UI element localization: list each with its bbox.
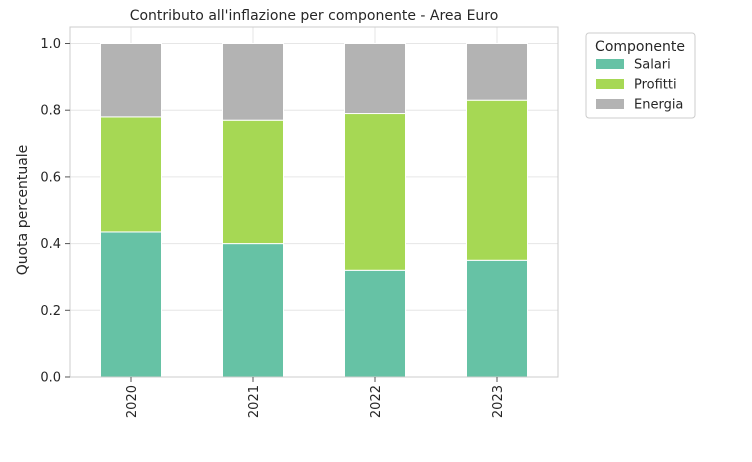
x-tick-label: 2023 — [491, 385, 506, 418]
legend-label-salari: Salari — [634, 58, 671, 73]
legend-swatch-salari — [596, 59, 624, 69]
y-ticks: 0.0 0.2 0.4 0.6 0.8 1.0 — [40, 37, 70, 386]
x-tick-label: 2021 — [247, 385, 262, 418]
y-tick-label: 0.2 — [40, 304, 61, 319]
chart-title: Contributo all'inflazione per componente… — [130, 8, 499, 24]
x-ticks: 2020 2021 2022 2023 — [125, 377, 506, 418]
y-tick-label: 0.0 — [40, 371, 61, 386]
legend-title: Componente — [595, 39, 685, 55]
y-tick-label: 1.0 — [40, 37, 61, 52]
legend-label-profitti: Profitti — [634, 78, 677, 93]
bar-energia-2022 — [344, 43, 406, 115]
y-axis-label: Quota percentuale — [15, 145, 31, 276]
bar-salari-2023 — [466, 259, 528, 378]
legend-label-energia: Energia — [634, 98, 683, 113]
bars — [100, 43, 528, 378]
legend-box — [585, 32, 696, 119]
x-tick-label: 2020 — [125, 385, 140, 418]
legend: Componente Salari Profitti Energia — [585, 32, 696, 119]
bar-energia-2023 — [466, 43, 528, 101]
bar-salari-2021 — [222, 243, 284, 378]
y-tick-label: 0.4 — [40, 237, 61, 252]
legend-swatch-profitti — [596, 79, 624, 89]
y-tick-label: 0.6 — [40, 170, 61, 185]
x-tick-label: 2022 — [369, 385, 384, 418]
bar-profitti-2020 — [100, 116, 162, 233]
y-tick-label: 0.8 — [40, 104, 61, 119]
bar-salari-2020 — [100, 231, 162, 378]
bar-profitti-2023 — [466, 99, 528, 261]
legend-swatch-energia — [596, 99, 624, 109]
bar-energia-2020 — [100, 43, 162, 118]
bar-salari-2022 — [344, 269, 406, 378]
bar-profitti-2022 — [344, 113, 406, 271]
bar-profitti-2021 — [222, 119, 284, 245]
plot-frame — [69, 26, 559, 378]
bar-energia-2021 — [222, 43, 284, 121]
